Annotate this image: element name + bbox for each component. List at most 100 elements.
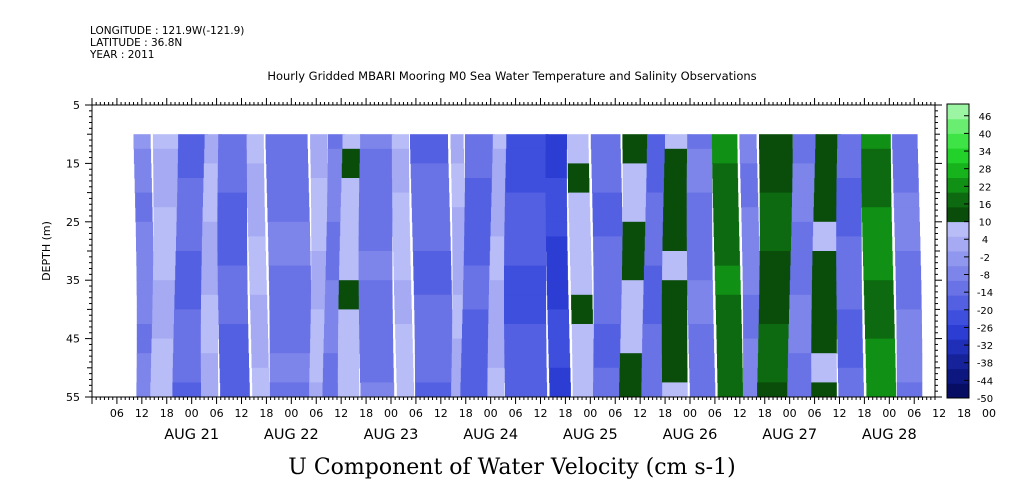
heatmap-cell <box>310 324 328 340</box>
heatmap-cell <box>269 294 312 310</box>
heatmap-cell <box>136 353 154 369</box>
x-day-label: AUG 26 <box>663 427 718 443</box>
heatmap-cell <box>249 280 267 296</box>
heatmap-cell <box>570 251 592 267</box>
heatmap-cell <box>492 163 510 179</box>
heatmap-cell <box>572 382 595 397</box>
heatmap-cell <box>641 382 663 397</box>
heatmap-cell <box>643 280 665 296</box>
heatmap-cell <box>593 280 624 296</box>
heatmap-cell <box>246 163 265 179</box>
heatmap-cell <box>717 382 744 397</box>
heatmap-cell <box>338 309 360 325</box>
heatmap-cell <box>341 178 363 194</box>
heatmap-cell <box>622 221 649 237</box>
heatmap-cell <box>340 192 363 208</box>
heatmap-cell <box>414 353 453 369</box>
heatmap-cell <box>360 382 395 397</box>
heatmap-cell <box>619 382 645 397</box>
heatmap-cell <box>133 148 152 164</box>
heatmap-cell <box>452 207 466 223</box>
heatmap-cell <box>837 148 863 164</box>
heatmap-cell <box>339 236 362 252</box>
heatmap-cell <box>310 309 328 325</box>
heatmap-cell <box>893 178 919 194</box>
heatmap-cell <box>644 251 666 267</box>
heatmap-cell <box>621 294 647 310</box>
heatmap-cell <box>136 280 154 296</box>
heatmap-cell <box>217 280 248 296</box>
heatmap-cell <box>450 148 464 164</box>
heatmap-cell <box>814 178 840 194</box>
heatmap-cell <box>311 207 329 223</box>
x-tick-label: 00 <box>384 407 398 420</box>
heatmap-cell <box>787 367 814 383</box>
heatmap-cell <box>743 324 761 340</box>
x-tick-label: 00 <box>284 407 298 420</box>
heatmap-cell <box>865 338 896 354</box>
heatmap-cell <box>592 178 622 194</box>
heatmap-cell <box>896 382 923 397</box>
heatmap-cell <box>546 251 568 267</box>
heatmap-cell <box>489 280 507 296</box>
heatmap-cell <box>647 134 669 150</box>
y-tick-label: 15 <box>66 157 80 170</box>
heatmap-cell <box>549 367 571 383</box>
heatmap-cell <box>461 338 492 354</box>
x-tick-label: 18 <box>459 407 473 420</box>
heatmap-cell <box>268 251 311 267</box>
heatmap-cell <box>896 367 923 383</box>
heatmap-cell <box>814 163 841 179</box>
heatmap-cell <box>414 338 453 354</box>
heatmap-cell <box>837 134 863 150</box>
heatmap-cell <box>337 367 360 383</box>
heatmap-cell <box>548 353 571 369</box>
heatmap-cell <box>505 163 548 179</box>
heatmap-cell <box>219 353 249 369</box>
colorbar-swatch <box>947 148 969 164</box>
heatmap-cell <box>689 367 715 383</box>
colorbar-tick-label: 40 <box>979 129 992 140</box>
heatmap-cell <box>789 309 815 325</box>
x-tick-label: 00 <box>185 407 199 420</box>
heatmap-cell <box>788 338 814 354</box>
heatmap-cell <box>686 207 713 223</box>
heatmap-cell <box>892 134 918 150</box>
heatmap-cell <box>504 338 547 354</box>
heatmap-cell <box>836 309 863 325</box>
colorbar: 46 40 34 28 22 16 10 4 -2 -8 -14 -20 -26 -32 -38 -44 -50 <box>946 103 993 405</box>
colorbar-swatch <box>947 368 969 384</box>
heatmap-cell <box>811 353 837 369</box>
heatmap-cell <box>413 251 452 267</box>
heatmap-cell <box>504 221 547 237</box>
heatmap-cell <box>757 382 791 397</box>
heatmap-cell <box>310 338 328 354</box>
heatmap-cell <box>248 236 266 252</box>
heatmap-cell <box>811 294 838 310</box>
x-tick-label: 12 <box>633 407 647 420</box>
heatmap-cell <box>759 251 794 267</box>
heatmap-cell <box>463 251 494 267</box>
heatmap-cell <box>893 192 920 208</box>
heatmap-cell <box>547 294 569 310</box>
heatmap-cell <box>487 353 505 369</box>
x-day-label: AUG 22 <box>264 427 319 443</box>
heatmap-cell <box>757 367 792 383</box>
heatmap-cell <box>411 178 450 194</box>
x-tick-label: 06 <box>907 407 921 420</box>
heatmap-cell <box>411 207 450 223</box>
variable-title: U Component of Water Velocity (cm s-1) <box>288 455 735 480</box>
heatmap-cell <box>338 280 361 296</box>
heatmap-cell <box>136 367 154 383</box>
heatmap-cell <box>791 236 817 252</box>
heatmap-cell <box>661 280 688 296</box>
heatmap-cell <box>324 309 342 325</box>
heatmap-cell <box>546 280 569 296</box>
heatmap-cell <box>310 148 328 164</box>
heatmap-cell <box>811 309 837 325</box>
heatmap-cell <box>201 382 219 397</box>
heatmap-cell <box>740 178 758 194</box>
y-axis: 5 15 25 35 45 55 <box>66 99 942 404</box>
heatmap-cell <box>323 353 341 369</box>
heatmap-cell <box>327 192 345 208</box>
